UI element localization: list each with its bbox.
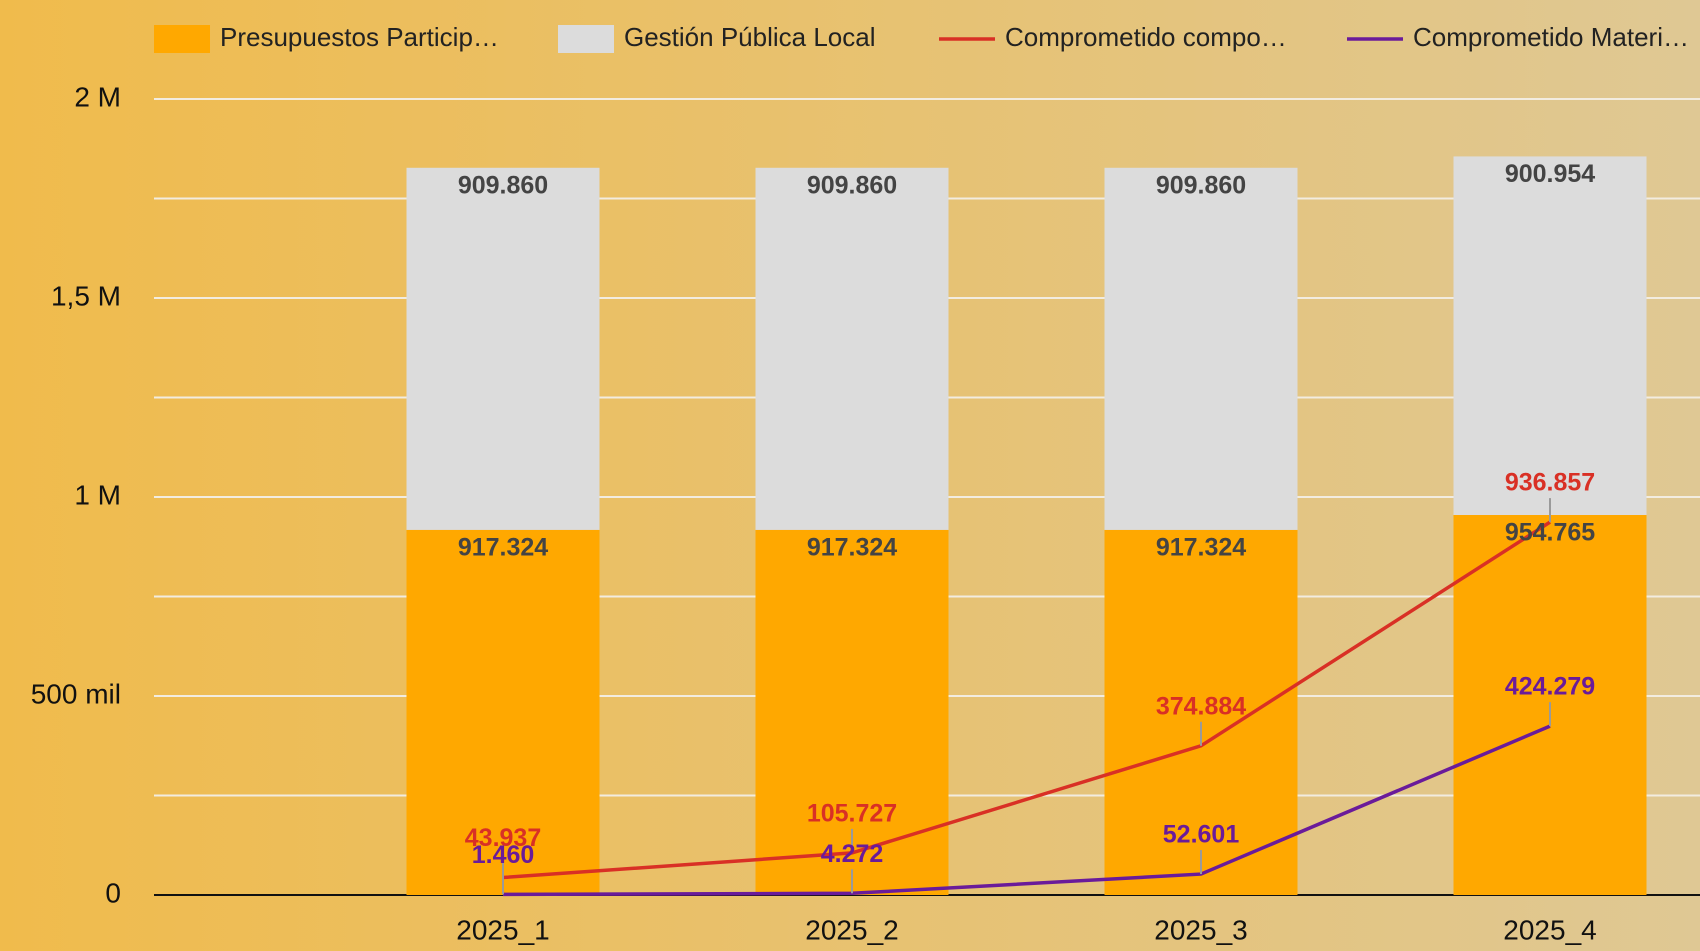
line-value-label: 43.937 — [465, 824, 541, 852]
legend-swatch — [558, 25, 614, 53]
line-value-label: 374.884 — [1156, 692, 1246, 720]
bar-value-label: 909.860 — [458, 171, 548, 199]
legend-label: Gestión Pública Local — [624, 22, 875, 52]
line-series — [502, 724, 1551, 897]
line-value-label: 52.601 — [1163, 821, 1240, 849]
line-value-label: 936.857 — [1505, 469, 1595, 497]
legend-label: Comprometido compo… — [1005, 22, 1287, 52]
y-tick-label: 1 M — [74, 479, 121, 510]
y-tick-label: 2 M — [74, 81, 121, 112]
bar-segment — [406, 529, 600, 895]
x-tick-label: 2025_1 — [456, 914, 549, 945]
bar-segment — [755, 167, 949, 530]
y-tick-label: 1,5 M — [51, 280, 121, 311]
bar-segment — [406, 167, 600, 530]
bar-value-label: 909.860 — [1156, 171, 1246, 199]
bar-value-label: 917.324 — [807, 534, 897, 562]
bar-value-label: 917.324 — [1156, 534, 1246, 562]
bar-value-label: 909.860 — [807, 171, 897, 199]
legend-label: Comprometido Materi… — [1413, 22, 1689, 52]
bar-segment — [1453, 156, 1647, 516]
bar-value-label: 917.324 — [458, 534, 548, 562]
line-value-label: 4.272 — [821, 840, 884, 868]
legend-label: Presupuestos Particip… — [220, 22, 499, 52]
line-series — [502, 520, 1551, 880]
x-tick-label: 2025_2 — [805, 914, 898, 945]
x-tick-label: 2025_4 — [1503, 914, 1596, 945]
line-value-label: 1.460 — [472, 841, 535, 869]
line-value-label: 105.727 — [807, 800, 897, 828]
bar-value-label: 954.765 — [1505, 519, 1595, 547]
x-tick-label: 2025_3 — [1154, 914, 1247, 945]
legend-swatch — [154, 25, 210, 53]
y-tick-label: 0 — [105, 877, 121, 908]
bar-segment — [1104, 529, 1298, 895]
bar-segment — [1104, 167, 1298, 530]
y-tick-label: 500 mil — [31, 678, 121, 709]
line-value-label: 424.279 — [1505, 673, 1595, 701]
bar-value-label: 900.954 — [1505, 160, 1595, 188]
